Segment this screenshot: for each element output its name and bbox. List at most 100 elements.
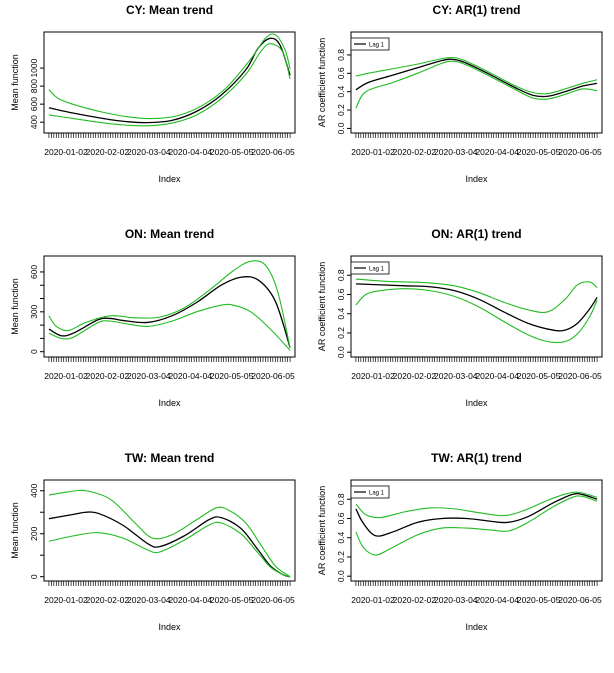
series-line-lower-band	[355, 60, 598, 109]
x-tick-label: 2020-06-05	[558, 595, 602, 605]
series-line-upper-band	[48, 260, 291, 348]
plot-frame	[43, 479, 296, 582]
series-line-upper-band	[355, 491, 598, 519]
y-tick-label: 0.8	[336, 49, 346, 61]
y-tick-label: 0.8	[336, 269, 346, 281]
series-line-upper-band	[48, 489, 291, 578]
y-tick-label: 1000	[29, 58, 39, 77]
x-axis-label: Index	[158, 622, 181, 632]
y-tick-label: 300	[29, 304, 39, 318]
x-tick-label: 2020-02-02	[86, 147, 130, 157]
x-tick-label: 2020-06-05	[558, 147, 602, 157]
x-tick-label: 2020-02-02	[393, 371, 437, 381]
chart-panel: ON: Mean trend 0 300 600 Mean function 2020-0…	[10, 227, 296, 408]
x-tick-label: 2020-01-02	[44, 595, 88, 605]
series-line-upper-band	[355, 56, 598, 95]
series-line-estimate	[355, 492, 598, 537]
y-axis-label: Mean function	[10, 502, 20, 559]
series-line-lower-band	[48, 303, 291, 351]
x-tick-label: 2020-02-02	[86, 595, 130, 605]
legend-label: Lag 1	[369, 491, 385, 497]
chart-title: TW: AR(1) trend	[431, 451, 522, 465]
x-tick-label: 2020-05-05	[210, 147, 254, 157]
series-line-estimate	[48, 37, 291, 124]
y-axis-label: Mean function	[10, 278, 20, 335]
series-line-lower-band	[48, 521, 291, 578]
chart-title: TW: Mean trend	[125, 451, 215, 465]
y-axis-label: Mean function	[10, 54, 20, 111]
series-line-estimate	[48, 276, 291, 348]
x-tick-label: 2020-06-05	[558, 371, 602, 381]
y-tick-label: 600	[29, 97, 39, 111]
x-tick-label: 2020-06-05	[251, 371, 295, 381]
x-tick-label: 2020-06-05	[251, 147, 295, 157]
x-tick-label: 2020-03-04	[434, 371, 478, 381]
y-tick-label: 0.6	[336, 67, 346, 79]
x-tick-label: 2020-05-05	[517, 371, 561, 381]
legend: Lag 1	[350, 37, 390, 51]
chart-title: ON: AR(1) trend	[431, 227, 521, 241]
y-tick-label: 800	[29, 79, 39, 93]
x-tick-label: 2020-05-05	[210, 595, 254, 605]
y-tick-label: 0.6	[336, 288, 346, 300]
y-tick-label: 400	[29, 483, 39, 497]
y-tick-label: 0.0	[336, 346, 346, 358]
y-tick-label: 0.2	[336, 551, 346, 563]
x-tick-label: 2020-04-04	[168, 595, 212, 605]
chart-panel: TW: AR(1) trend 0.0 0.2 0.4 0.6 0.8 AR coeffic…	[317, 451, 603, 632]
y-tick-label: 0.4	[336, 532, 346, 544]
series-line-lower-band	[355, 288, 598, 344]
x-axis-label: Index	[465, 622, 488, 632]
x-tick-label: 2020-03-04	[434, 595, 478, 605]
x-tick-label: 2020-02-02	[393, 147, 437, 157]
x-tick-label: 2020-04-04	[168, 371, 212, 381]
y-tick-label: 0	[29, 349, 39, 354]
series-line-upper-band	[355, 278, 598, 314]
y-tick-label: 0.4	[336, 86, 346, 98]
series-line-lower-band	[355, 495, 598, 556]
chart-title: CY: AR(1) trend	[433, 3, 521, 17]
y-tick-label: 0.4	[336, 308, 346, 320]
y-tick-label: 0	[29, 574, 39, 579]
chart-panel: TW: Mean trend 0 200 400 Mean function 2020-0…	[10, 451, 296, 632]
x-tick-label: 2020-03-04	[127, 595, 171, 605]
x-tick-label: 2020-03-04	[127, 371, 171, 381]
series-line-estimate	[355, 283, 598, 332]
chart-title: CY: Mean trend	[126, 3, 213, 17]
x-tick-label: 2020-06-05	[251, 595, 295, 605]
x-tick-label: 2020-05-05	[210, 371, 254, 381]
y-tick-label: 0.2	[336, 104, 346, 116]
legend-box	[350, 261, 390, 275]
plot-frame	[43, 255, 296, 358]
x-tick-label: 2020-04-04	[475, 147, 519, 157]
series-line-lower-band	[48, 43, 291, 127]
x-tick-label: 2020-01-02	[351, 371, 395, 381]
x-tick-label: 2020-03-04	[127, 147, 171, 157]
legend: Lag 1	[350, 485, 390, 499]
x-tick-label: 2020-02-02	[86, 371, 130, 381]
y-tick-label: 0.6	[336, 512, 346, 524]
x-tick-label: 2020-04-04	[168, 147, 212, 157]
x-axis-label: Index	[158, 398, 181, 408]
legend: Lag 1	[350, 261, 390, 275]
y-axis-label: AR coefficient function	[317, 262, 327, 351]
legend-label: Lag 1	[369, 43, 385, 49]
y-tick-label: 0.8	[336, 493, 346, 505]
y-tick-label: 200	[29, 526, 39, 540]
legend-label: Lag 1	[369, 267, 385, 273]
chart-panel: CY: Mean trend 400 600 800 1000 Mean function…	[10, 3, 296, 184]
x-tick-label: 2020-04-04	[475, 595, 519, 605]
y-tick-label: 0.0	[336, 570, 346, 582]
chart-panel: ON: AR(1) trend 0.0 0.2 0.4 0.6 0.8 AR coeffic…	[317, 227, 603, 408]
legend-box	[350, 37, 390, 51]
x-tick-label: 2020-01-02	[44, 147, 88, 157]
y-tick-label: 0.0	[336, 122, 346, 134]
x-axis-label: Index	[465, 174, 488, 184]
x-tick-label: 2020-03-04	[434, 147, 478, 157]
x-tick-label: 2020-02-02	[393, 595, 437, 605]
chart-title: ON: Mean trend	[125, 227, 214, 241]
y-tick-label: 0.2	[336, 327, 346, 339]
x-axis-label: Index	[158, 174, 181, 184]
legend-box	[350, 485, 390, 499]
